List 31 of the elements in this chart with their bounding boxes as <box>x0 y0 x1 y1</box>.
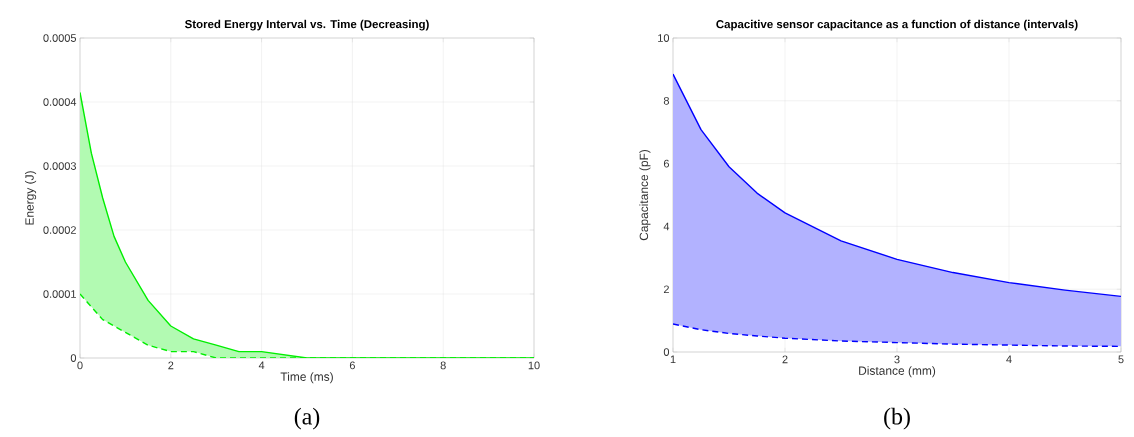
x-tick-label: 4 <box>1006 355 1012 364</box>
y-tick-label: 10 <box>658 34 670 42</box>
x-tick-label: 5 <box>1118 355 1124 364</box>
y-tick-label: 0.0002 <box>43 226 76 234</box>
y-tick-label: 0.0001 <box>43 290 76 298</box>
x-tick-label: 2 <box>782 355 788 364</box>
x-tick-label: 2 <box>168 361 174 370</box>
y-tick-label: 6 <box>663 159 669 168</box>
y-tick-label: 0.0004 <box>43 98 77 106</box>
x-tick-label: 1 <box>670 355 676 364</box>
x-tick-label: 3 <box>894 355 900 364</box>
chart-title: Stored Energy Interval vs. Time (Decreasing) <box>184 19 429 31</box>
x-tick-label: 10 <box>528 361 540 370</box>
x-axis-title: Time (ms) <box>280 372 333 384</box>
text: (a) <box>294 407 320 430</box>
line-series <box>673 73 1122 298</box>
x-axis-title: Distance (mm) <box>859 366 936 378</box>
x-tick-label: 4 <box>258 361 265 370</box>
x-tick-label: 8 <box>440 361 446 370</box>
y-axis-title: Energy (J) <box>24 171 37 225</box>
x-tick-label: 0 <box>77 361 83 370</box>
x-tick-label: 6 <box>349 361 355 370</box>
y-tick-label: 0.0003 <box>43 162 76 170</box>
text: (b) <box>884 407 910 430</box>
y-tick-label: 4 <box>663 222 670 231</box>
y-tick-label: 0 <box>663 348 670 356</box>
y-tick-label: 8 <box>663 96 669 105</box>
chart-title: Capacitive sensor capacitance as a function of distance (intervals) <box>716 19 1078 31</box>
y-axis-title: Capacitance (pF) <box>639 149 651 241</box>
y-tick-label: 0.0005 <box>43 34 77 42</box>
y-tick-label: 2 <box>663 285 669 294</box>
